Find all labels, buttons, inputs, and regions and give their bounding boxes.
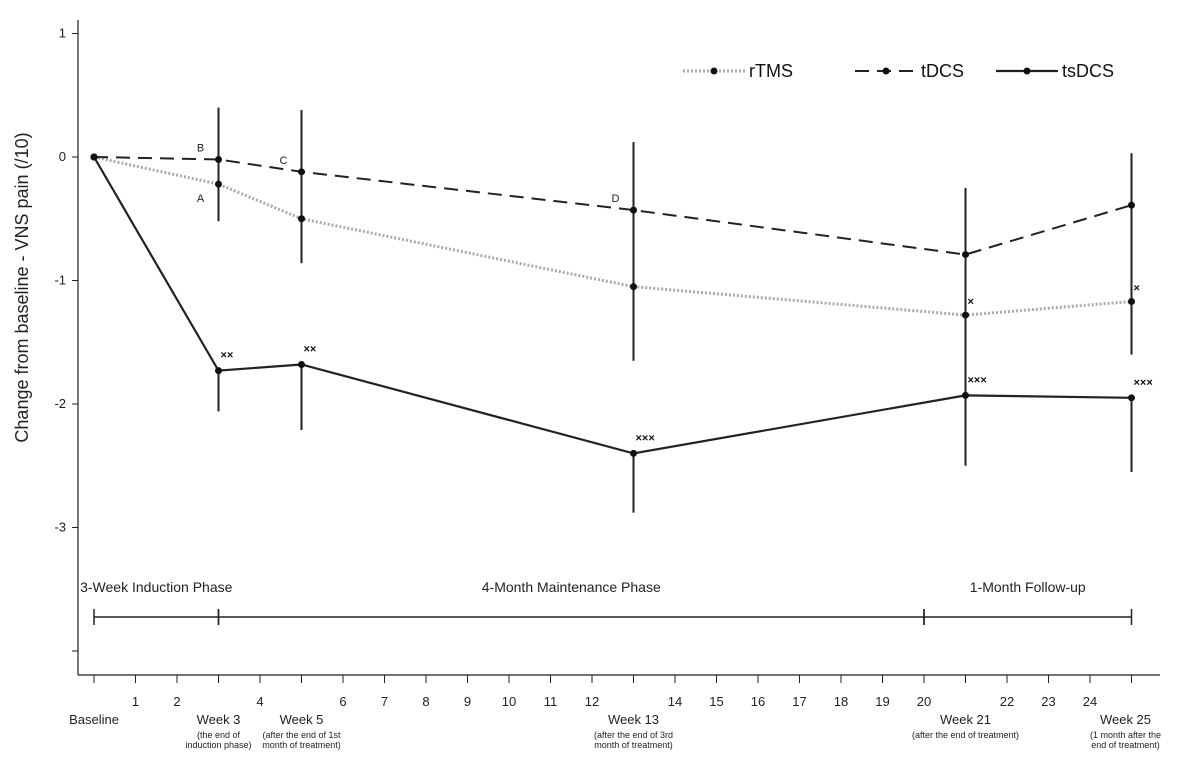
x-milestone-sublabel: month of treatment) (594, 740, 673, 750)
legend-marker-tsDCS (1023, 67, 1031, 75)
x-tick-label: 12 (585, 694, 599, 709)
x-tick-label: 1 (132, 694, 139, 709)
phase-label: 1-Month Follow-up (970, 579, 1086, 595)
significance-mark: ×× (304, 343, 317, 355)
series-line-tsDCS (93, 156, 1132, 455)
significance-mark: ××× (636, 432, 655, 444)
x-milestone-label: Week 5 (280, 712, 324, 727)
annotation-label: B (197, 142, 204, 154)
significance-mark: × (968, 296, 974, 308)
x-milestone-sublabel: induction phase) (185, 740, 251, 750)
x-milestone-label: Baseline (69, 712, 119, 727)
data-point-tDCS (215, 155, 222, 163)
annotation-label: C (280, 155, 288, 167)
y-tick-label: 1 (59, 26, 66, 41)
data-point-tsDCS (298, 360, 305, 368)
x-tick-label: 8 (422, 694, 429, 709)
data-point-rTMS (215, 180, 222, 188)
x-tick-label: 15 (709, 694, 723, 709)
data-point-rTMS (962, 311, 969, 319)
legend-label: rTMS (749, 61, 793, 81)
x-tick-label: 11 (544, 694, 558, 709)
x-tick-label: 4 (256, 694, 263, 709)
x-tick-label: 10 (502, 694, 516, 709)
x-tick-label: 17 (792, 694, 806, 709)
legend-label: tDCS (921, 61, 964, 81)
data-point-rTMS (1128, 297, 1135, 305)
annotation-label: A (197, 193, 205, 205)
data-point-tDCS (630, 206, 637, 214)
y-tick-label: -2 (54, 396, 66, 411)
annotation-label: D (612, 193, 620, 205)
x-tick-label: 7 (381, 694, 388, 709)
x-tick-label: 9 (464, 694, 471, 709)
data-point-tsDCS (215, 367, 222, 375)
data-point-tsDCS (630, 449, 637, 457)
x-milestone-label: Week 3 (197, 712, 241, 727)
legend-marker-rTMS (710, 67, 718, 75)
x-tick-label: 23 (1041, 694, 1055, 709)
x-milestone-sublabel: end of treatment) (1091, 740, 1160, 750)
legend-label: tsDCS (1062, 61, 1114, 81)
y-tick-label: 0 (59, 149, 66, 164)
x-milestone-label: Week 13 (608, 712, 659, 727)
significance-mark: ××× (1134, 377, 1153, 389)
data-point-tDCS (962, 251, 969, 259)
y-axis-label: Change from baseline - VNS pain (/10) (12, 132, 32, 442)
significance-mark: × (1134, 282, 1140, 294)
x-tick-label: 14 (668, 694, 682, 709)
x-tick-label: 19 (875, 694, 889, 709)
x-tick-label: 18 (834, 694, 848, 709)
phase-label: 3-Week Induction Phase (80, 579, 232, 595)
x-tick-label: 2 (173, 694, 180, 709)
y-tick-label: -3 (54, 520, 66, 535)
series-line-rTMS (93, 155, 1132, 317)
x-milestone-sublabel: month of treatment) (262, 740, 341, 750)
x-milestone-sublabel: (after the end of treatment) (912, 730, 1019, 740)
x-milestone-sublabel: (after the end of 1st (262, 730, 341, 740)
x-tick-label: 20 (917, 694, 931, 709)
data-point-rTMS (298, 215, 305, 223)
x-milestone-label: Week 25 (1100, 712, 1151, 727)
x-tick-label: 16 (751, 694, 765, 709)
x-tick-label: 24 (1083, 694, 1097, 709)
series-line-tDCS (93, 156, 1132, 256)
x-milestone-sublabel: (the end of (197, 730, 241, 740)
data-point-tsDCS (1128, 394, 1135, 402)
x-tick-label: 6 (339, 694, 346, 709)
significance-mark: ×× (221, 350, 234, 362)
y-tick-label: -1 (54, 273, 66, 288)
data-point-rTMS (630, 283, 637, 291)
data-point-tsDCS (90, 153, 98, 161)
x-tick-label: 22 (1000, 694, 1014, 709)
x-milestone-sublabel: (1 month after the (1090, 730, 1161, 740)
phase-label: 4-Month Maintenance Phase (482, 579, 661, 595)
data-point-tsDCS (962, 391, 969, 399)
data-point-tDCS (298, 168, 305, 176)
x-milestone-label: Week 21 (940, 712, 991, 727)
significance-mark: ××× (968, 374, 987, 386)
data-point-tDCS (1128, 201, 1135, 209)
x-milestone-sublabel: (after the end of 3rd (594, 730, 673, 740)
legend-marker-tDCS (882, 67, 890, 75)
